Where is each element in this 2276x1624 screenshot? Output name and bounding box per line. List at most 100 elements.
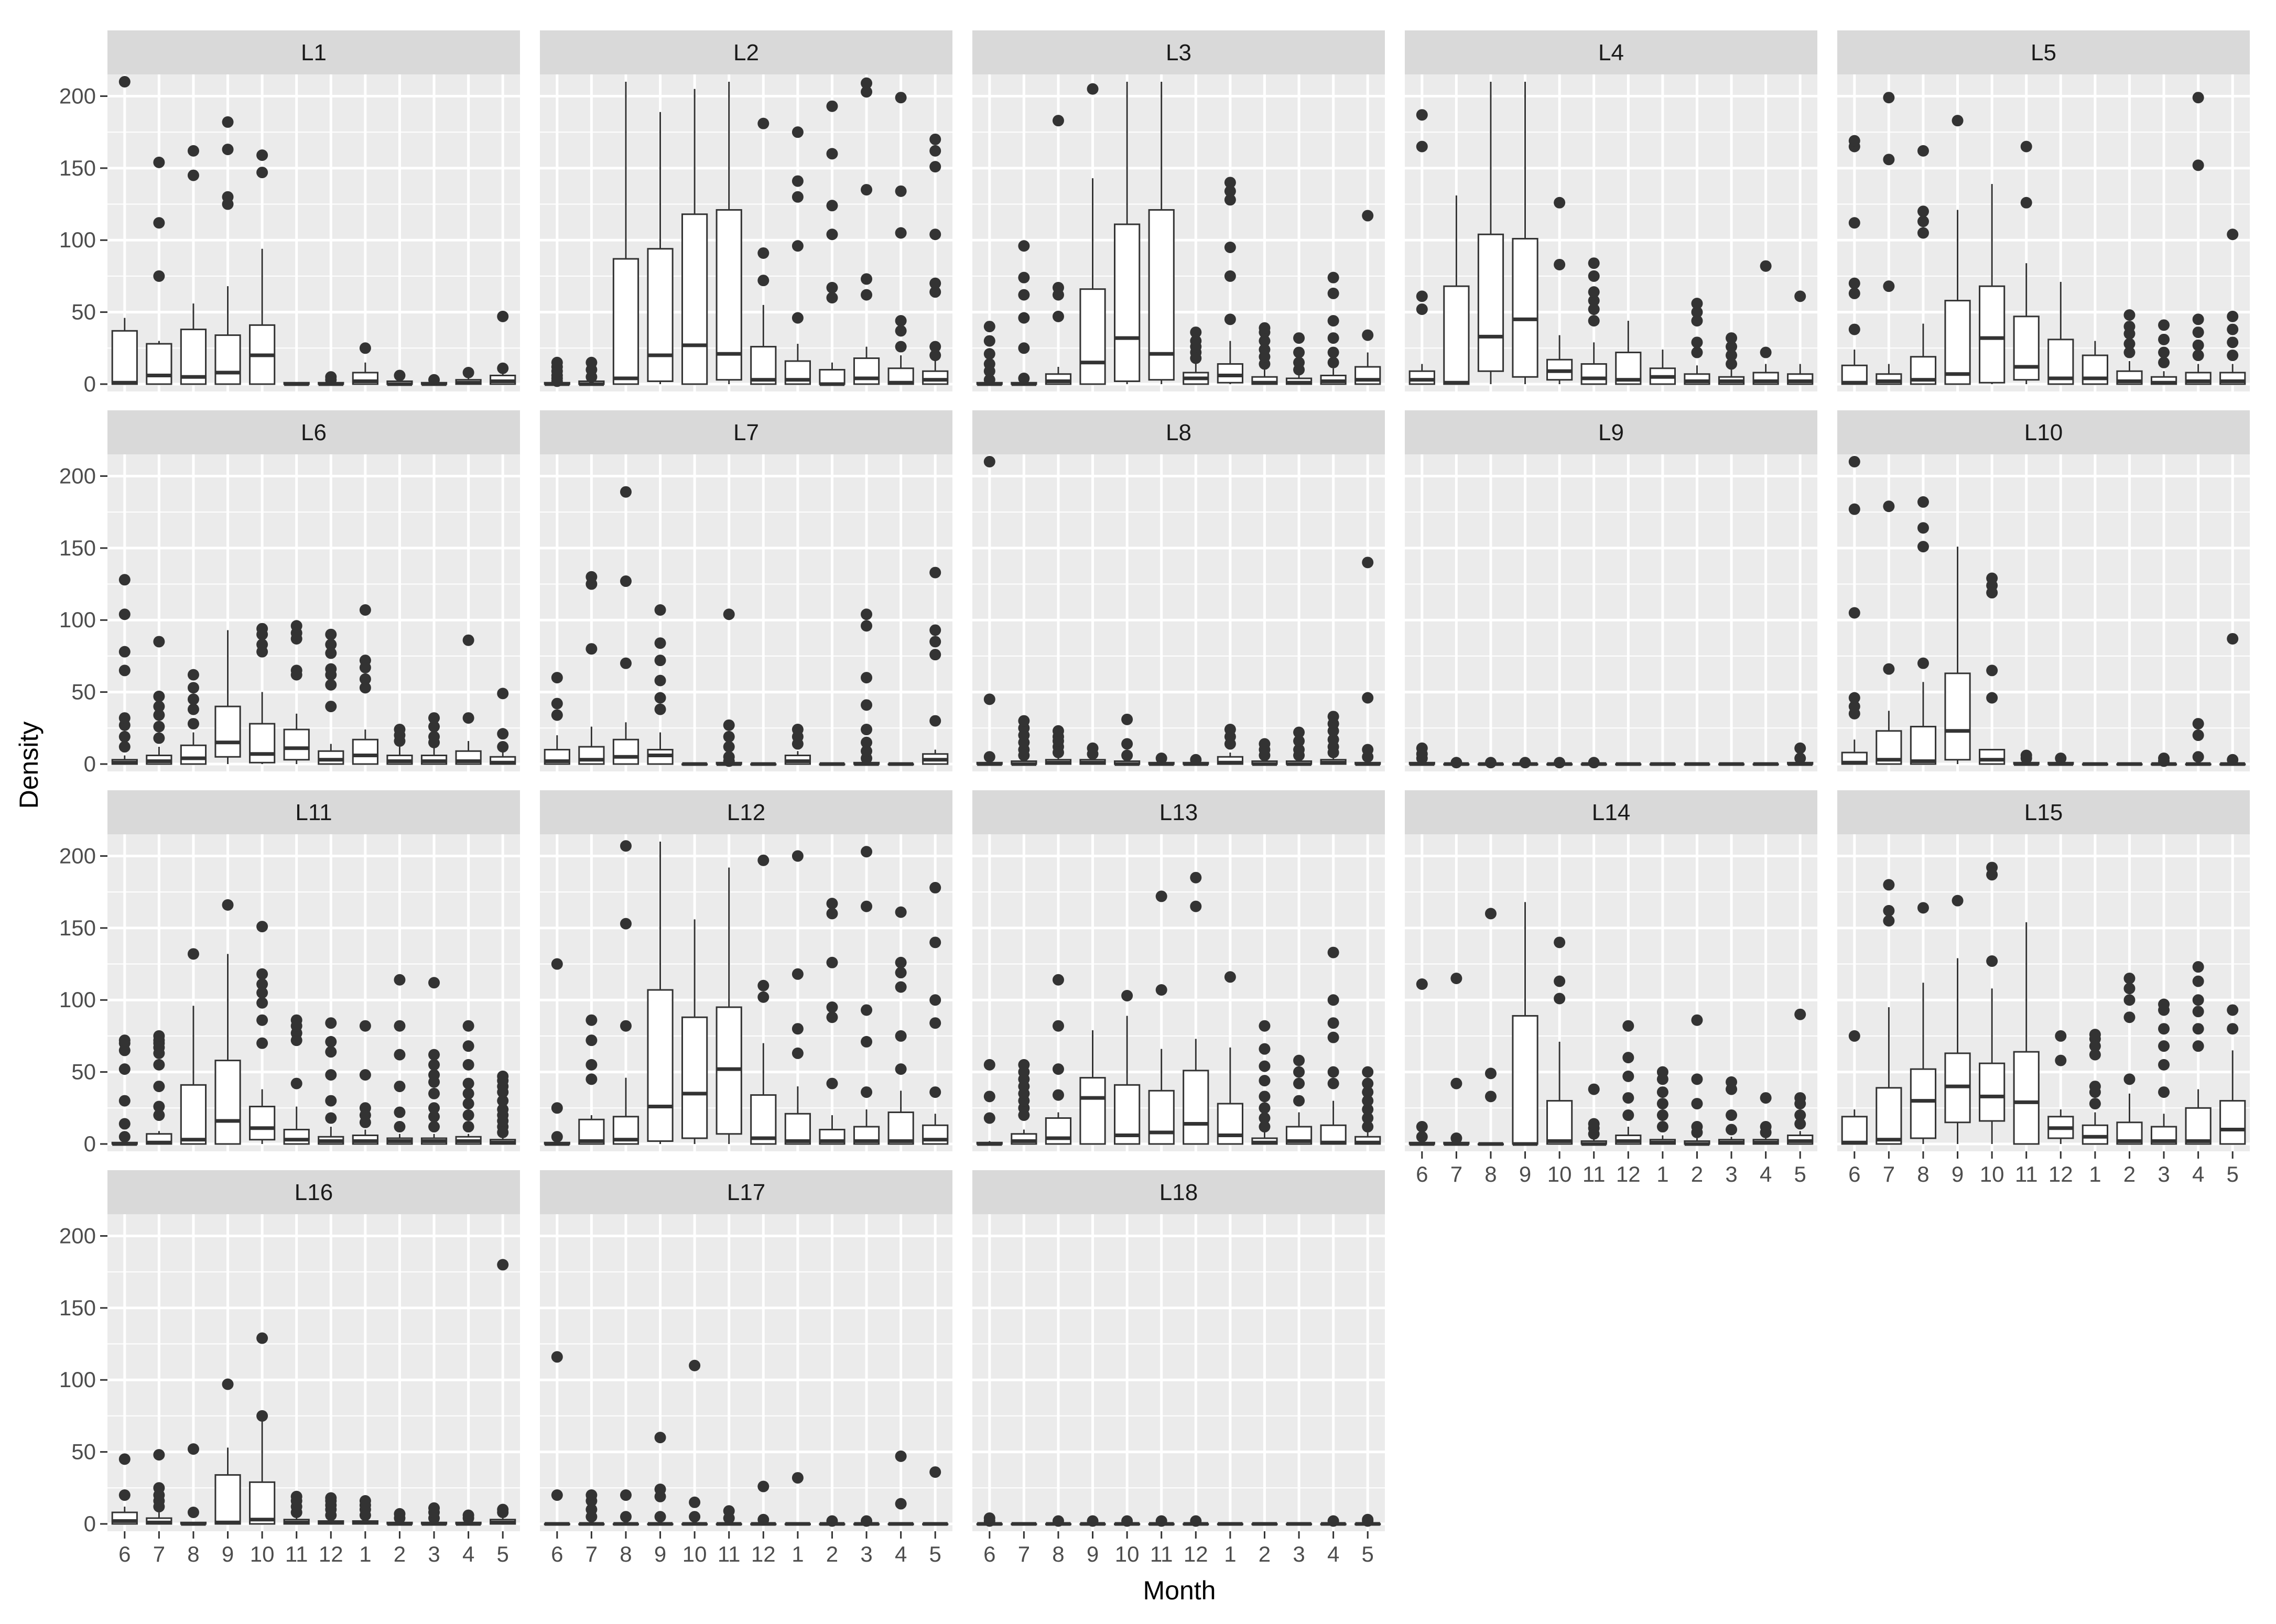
box-L18-month-5 xyxy=(1354,1513,1381,1527)
outlier-point xyxy=(428,721,440,733)
box-L14-month-7 xyxy=(1443,973,1470,1146)
box-L18-month-11 xyxy=(1148,1515,1175,1527)
box-L4-month-7 xyxy=(1443,195,1470,385)
y-tick-label: 100 xyxy=(59,987,96,1012)
outlier-point xyxy=(497,1503,509,1516)
outlier-point xyxy=(929,715,941,727)
box-L8-month-1 xyxy=(1217,724,1243,765)
box-L4-month-10 xyxy=(1546,197,1573,384)
outlier-point xyxy=(1450,1132,1462,1145)
box-L10-month-4 xyxy=(2185,718,2212,766)
x-tick-label: 5 xyxy=(929,1542,941,1566)
outlier-point xyxy=(2089,1049,2101,1061)
facet-strip xyxy=(1405,790,1817,834)
outlier-point xyxy=(929,350,941,362)
facet-strip-label: L12 xyxy=(727,800,765,825)
outlier-point xyxy=(929,1017,941,1029)
outlier-point xyxy=(983,1512,995,1524)
box-L18-month-7 xyxy=(1011,1522,1037,1526)
box-iqr xyxy=(2013,1051,2040,1145)
outlier-point xyxy=(1259,1121,1271,1133)
outlier-point xyxy=(689,1496,701,1508)
box-L12-month-2 xyxy=(819,898,846,1145)
outlier-point xyxy=(394,1121,406,1133)
outlier-point xyxy=(428,1502,440,1514)
outlier-point xyxy=(861,1036,873,1048)
outlier-point xyxy=(1794,1118,1806,1130)
outlier-point xyxy=(428,731,440,743)
box-L4-month-6 xyxy=(1408,109,1435,385)
outlier-point xyxy=(325,1492,337,1504)
outlier-point xyxy=(895,325,907,337)
outlier-point xyxy=(256,167,268,179)
box-L13-month-12 xyxy=(1183,871,1209,1145)
box-L12-month-6 xyxy=(544,958,570,1146)
outlier-point xyxy=(895,981,907,993)
box-iqr xyxy=(1546,1100,1573,1145)
outlier-point xyxy=(895,967,907,979)
outlier-point xyxy=(757,979,769,991)
outlier-point xyxy=(929,994,941,1006)
box-L15-month-10 xyxy=(1979,862,2006,1144)
box-iqr xyxy=(214,1474,241,1525)
outlier-point xyxy=(222,191,234,203)
outlier-point xyxy=(861,724,873,736)
y-tick-label: 150 xyxy=(59,156,96,180)
outlier-point xyxy=(895,1030,907,1042)
box-L2-month-6 xyxy=(544,356,570,387)
outlier-point xyxy=(325,1069,337,1081)
outlier-point xyxy=(551,697,563,710)
facet-strip xyxy=(107,30,520,74)
outlier-point xyxy=(1691,298,1703,310)
outlier-point xyxy=(153,1030,165,1042)
outlier-point xyxy=(983,693,995,705)
outlier-point xyxy=(2123,346,2136,358)
facet-strip-label: L3 xyxy=(1166,40,1191,66)
outlier-point xyxy=(1588,757,1600,769)
outlier-point xyxy=(187,718,199,730)
outlier-point xyxy=(153,1449,165,1461)
box-L12-month-10 xyxy=(681,919,708,1144)
facet-strip xyxy=(540,30,952,74)
outlier-point xyxy=(1293,726,1305,738)
x-axis-title: Month xyxy=(1143,1576,1216,1605)
outlier-point xyxy=(586,1503,598,1516)
outlier-point xyxy=(2192,92,2204,104)
outlier-point xyxy=(2192,326,2204,339)
outlier-point xyxy=(1691,306,1703,318)
outlier-point xyxy=(1155,984,1167,996)
x-tick-label: 6 xyxy=(1848,1162,1860,1186)
outlier-point xyxy=(1450,1077,1462,1089)
box-L12-month-12 xyxy=(750,854,777,1145)
outlier-point xyxy=(1794,753,1806,765)
box-L16-month-12 xyxy=(318,1492,344,1525)
x-tick-label: 11 xyxy=(2015,1162,2038,1186)
box-L15-month-12 xyxy=(2047,1030,2074,1144)
box-L8-month-2 xyxy=(1251,738,1278,766)
outlier-point xyxy=(1293,346,1305,358)
outlier-point xyxy=(1952,895,1964,907)
outlier-point xyxy=(1224,724,1236,736)
facet-strip xyxy=(107,790,520,834)
outlier-point xyxy=(428,1059,440,1071)
box-L16-month-8 xyxy=(180,1443,207,1526)
x-tick-label: 2 xyxy=(2123,1162,2136,1186)
outlier-point xyxy=(1259,1020,1271,1032)
outlier-point xyxy=(1794,1109,1806,1121)
outlier-point xyxy=(1224,971,1236,983)
outlier-point xyxy=(394,369,406,382)
facet-strip-label: L17 xyxy=(727,1180,765,1205)
outlier-point xyxy=(1848,277,1860,289)
facet-strip-label: L13 xyxy=(1159,800,1198,825)
box-L14-month-2 xyxy=(1684,1014,1710,1146)
outlier-point xyxy=(428,1110,440,1122)
outlier-point xyxy=(1986,572,1998,584)
box-L14-month-11 xyxy=(1580,1083,1607,1146)
outlier-point xyxy=(256,968,268,980)
outlier-point xyxy=(1259,1102,1271,1114)
box-L9-month-7 xyxy=(1443,757,1470,769)
box-L16-month-9 xyxy=(214,1378,241,1525)
outlier-point xyxy=(895,1450,907,1462)
box-L8-month-11 xyxy=(1148,753,1175,766)
